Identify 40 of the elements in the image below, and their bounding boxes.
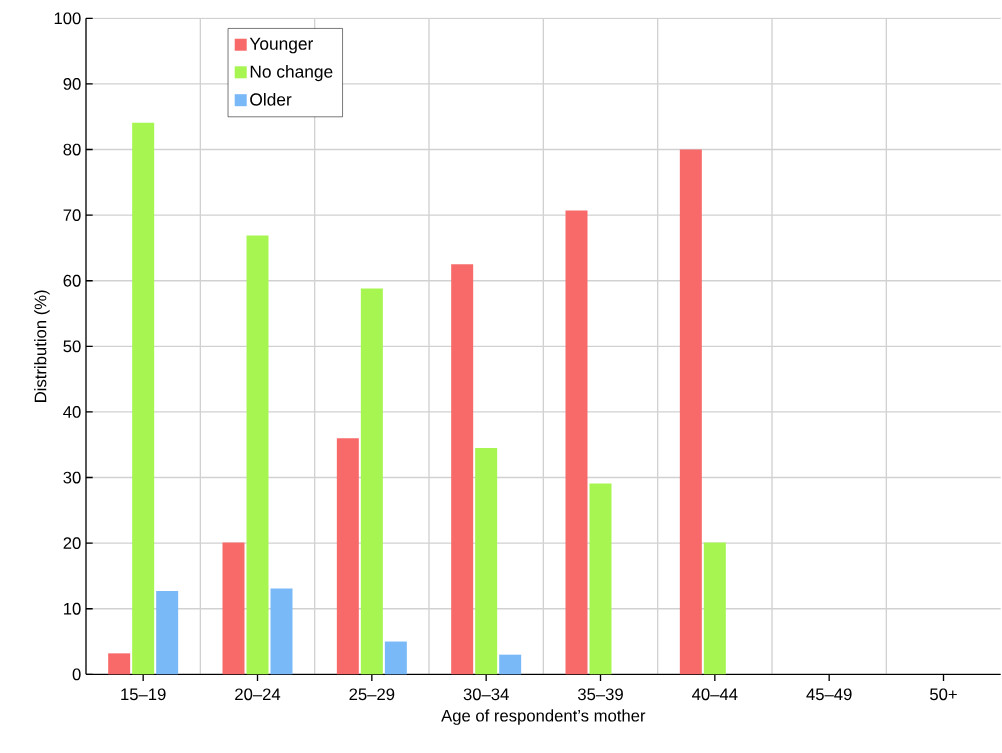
bar [156,591,179,675]
y-tick-label: 60 [63,274,81,287]
y-tick-label: 20 [63,537,81,550]
bar [475,448,498,675]
x-tick-label: 35–39 [577,688,623,701]
bar [132,122,155,675]
x-tick-label: 40–44 [692,688,738,701]
legend-label: Younger [249,37,314,54]
bar [565,210,588,675]
y-tick-label: 100 [54,12,81,25]
y-tick-label: 90 [63,78,81,90]
x-tick-label: 20–24 [235,688,281,701]
bar [384,641,407,675]
x-tick-label: 15–19 [121,688,166,701]
bar [451,264,474,675]
x-tick-label: 45–49 [806,688,852,701]
bar [589,483,612,675]
y-tick-label: 30 [63,471,81,484]
legend-label: Older [250,92,292,106]
x-tick-label: 25–29 [349,688,395,701]
x-tick-label: 50+ [930,688,957,701]
bar [222,542,245,675]
bar [679,149,702,675]
bar [108,653,131,675]
y-tick-label: 50 [63,340,81,353]
y-axis-title: Distribution (%) [34,290,50,402]
x-axis-title: Age of respondent’s mother [441,709,646,725]
y-tick-label: 10 [64,602,81,615]
x-tick-label: 30–34 [463,688,509,701]
y-tick-label: 0 [72,668,81,681]
bar [360,288,383,675]
y-tick-label: 80 [63,143,81,156]
legend-label: No change [250,65,333,82]
bar [499,654,522,675]
bar [270,588,293,675]
y-tick-label: 70 [63,209,81,222]
bar [336,438,359,675]
bar [246,235,269,675]
y-tick-label: 40 [63,406,81,418]
bar [703,542,726,675]
